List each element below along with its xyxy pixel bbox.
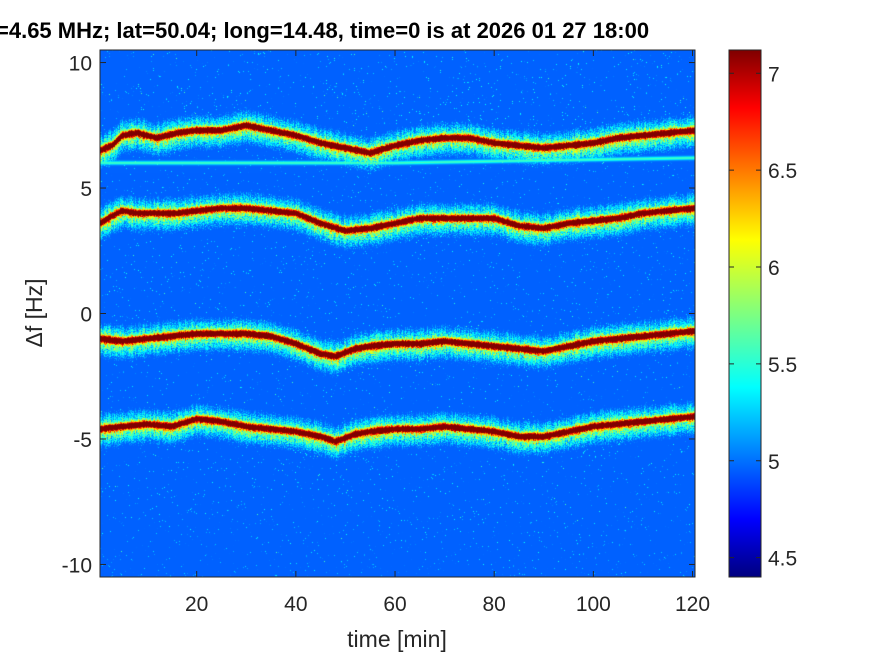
x-axis-label: time [min] <box>347 626 447 652</box>
colorbar-tick-label: 5.5 <box>768 354 797 377</box>
y-axis-label: Δf [Hz] <box>21 278 47 347</box>
colorbar <box>728 49 762 578</box>
x-tick-label: 60 <box>383 593 406 616</box>
colorbar-tick-label: 7 <box>768 63 780 86</box>
x-tick-label: 20 <box>185 593 208 616</box>
x-tick-label: 100 <box>576 593 611 616</box>
x-tick-label: 40 <box>284 593 307 616</box>
x-axis-ticks: 20 40 60 80 100 120 <box>185 50 710 616</box>
colorbar-tick-label: 4.5 <box>768 548 797 571</box>
y-axis-ticks: 10 5 0 -5 -10 <box>62 53 695 577</box>
y-tick-label: -5 <box>73 429 92 452</box>
colorbar-tick-label: 5 <box>768 451 780 474</box>
colorbar-tick-label: 6 <box>768 257 780 280</box>
x-tick-label: 120 <box>675 593 710 616</box>
y-tick-label: 10 <box>69 53 92 76</box>
spectrogram-heatmap <box>100 50 695 577</box>
colorbar-ticks: 7 6.5 6 5.5 5 4.5 <box>729 63 797 571</box>
colorbar-tick-label: 6.5 <box>768 160 797 183</box>
y-tick-label: -10 <box>62 554 92 577</box>
y-tick-label: 5 <box>80 178 92 201</box>
chart-title: =4.65 MHz; lat=50.04; long=14.48, time=0… <box>0 18 649 43</box>
y-tick-label: 0 <box>80 304 92 327</box>
x-tick-label: 80 <box>483 593 506 616</box>
